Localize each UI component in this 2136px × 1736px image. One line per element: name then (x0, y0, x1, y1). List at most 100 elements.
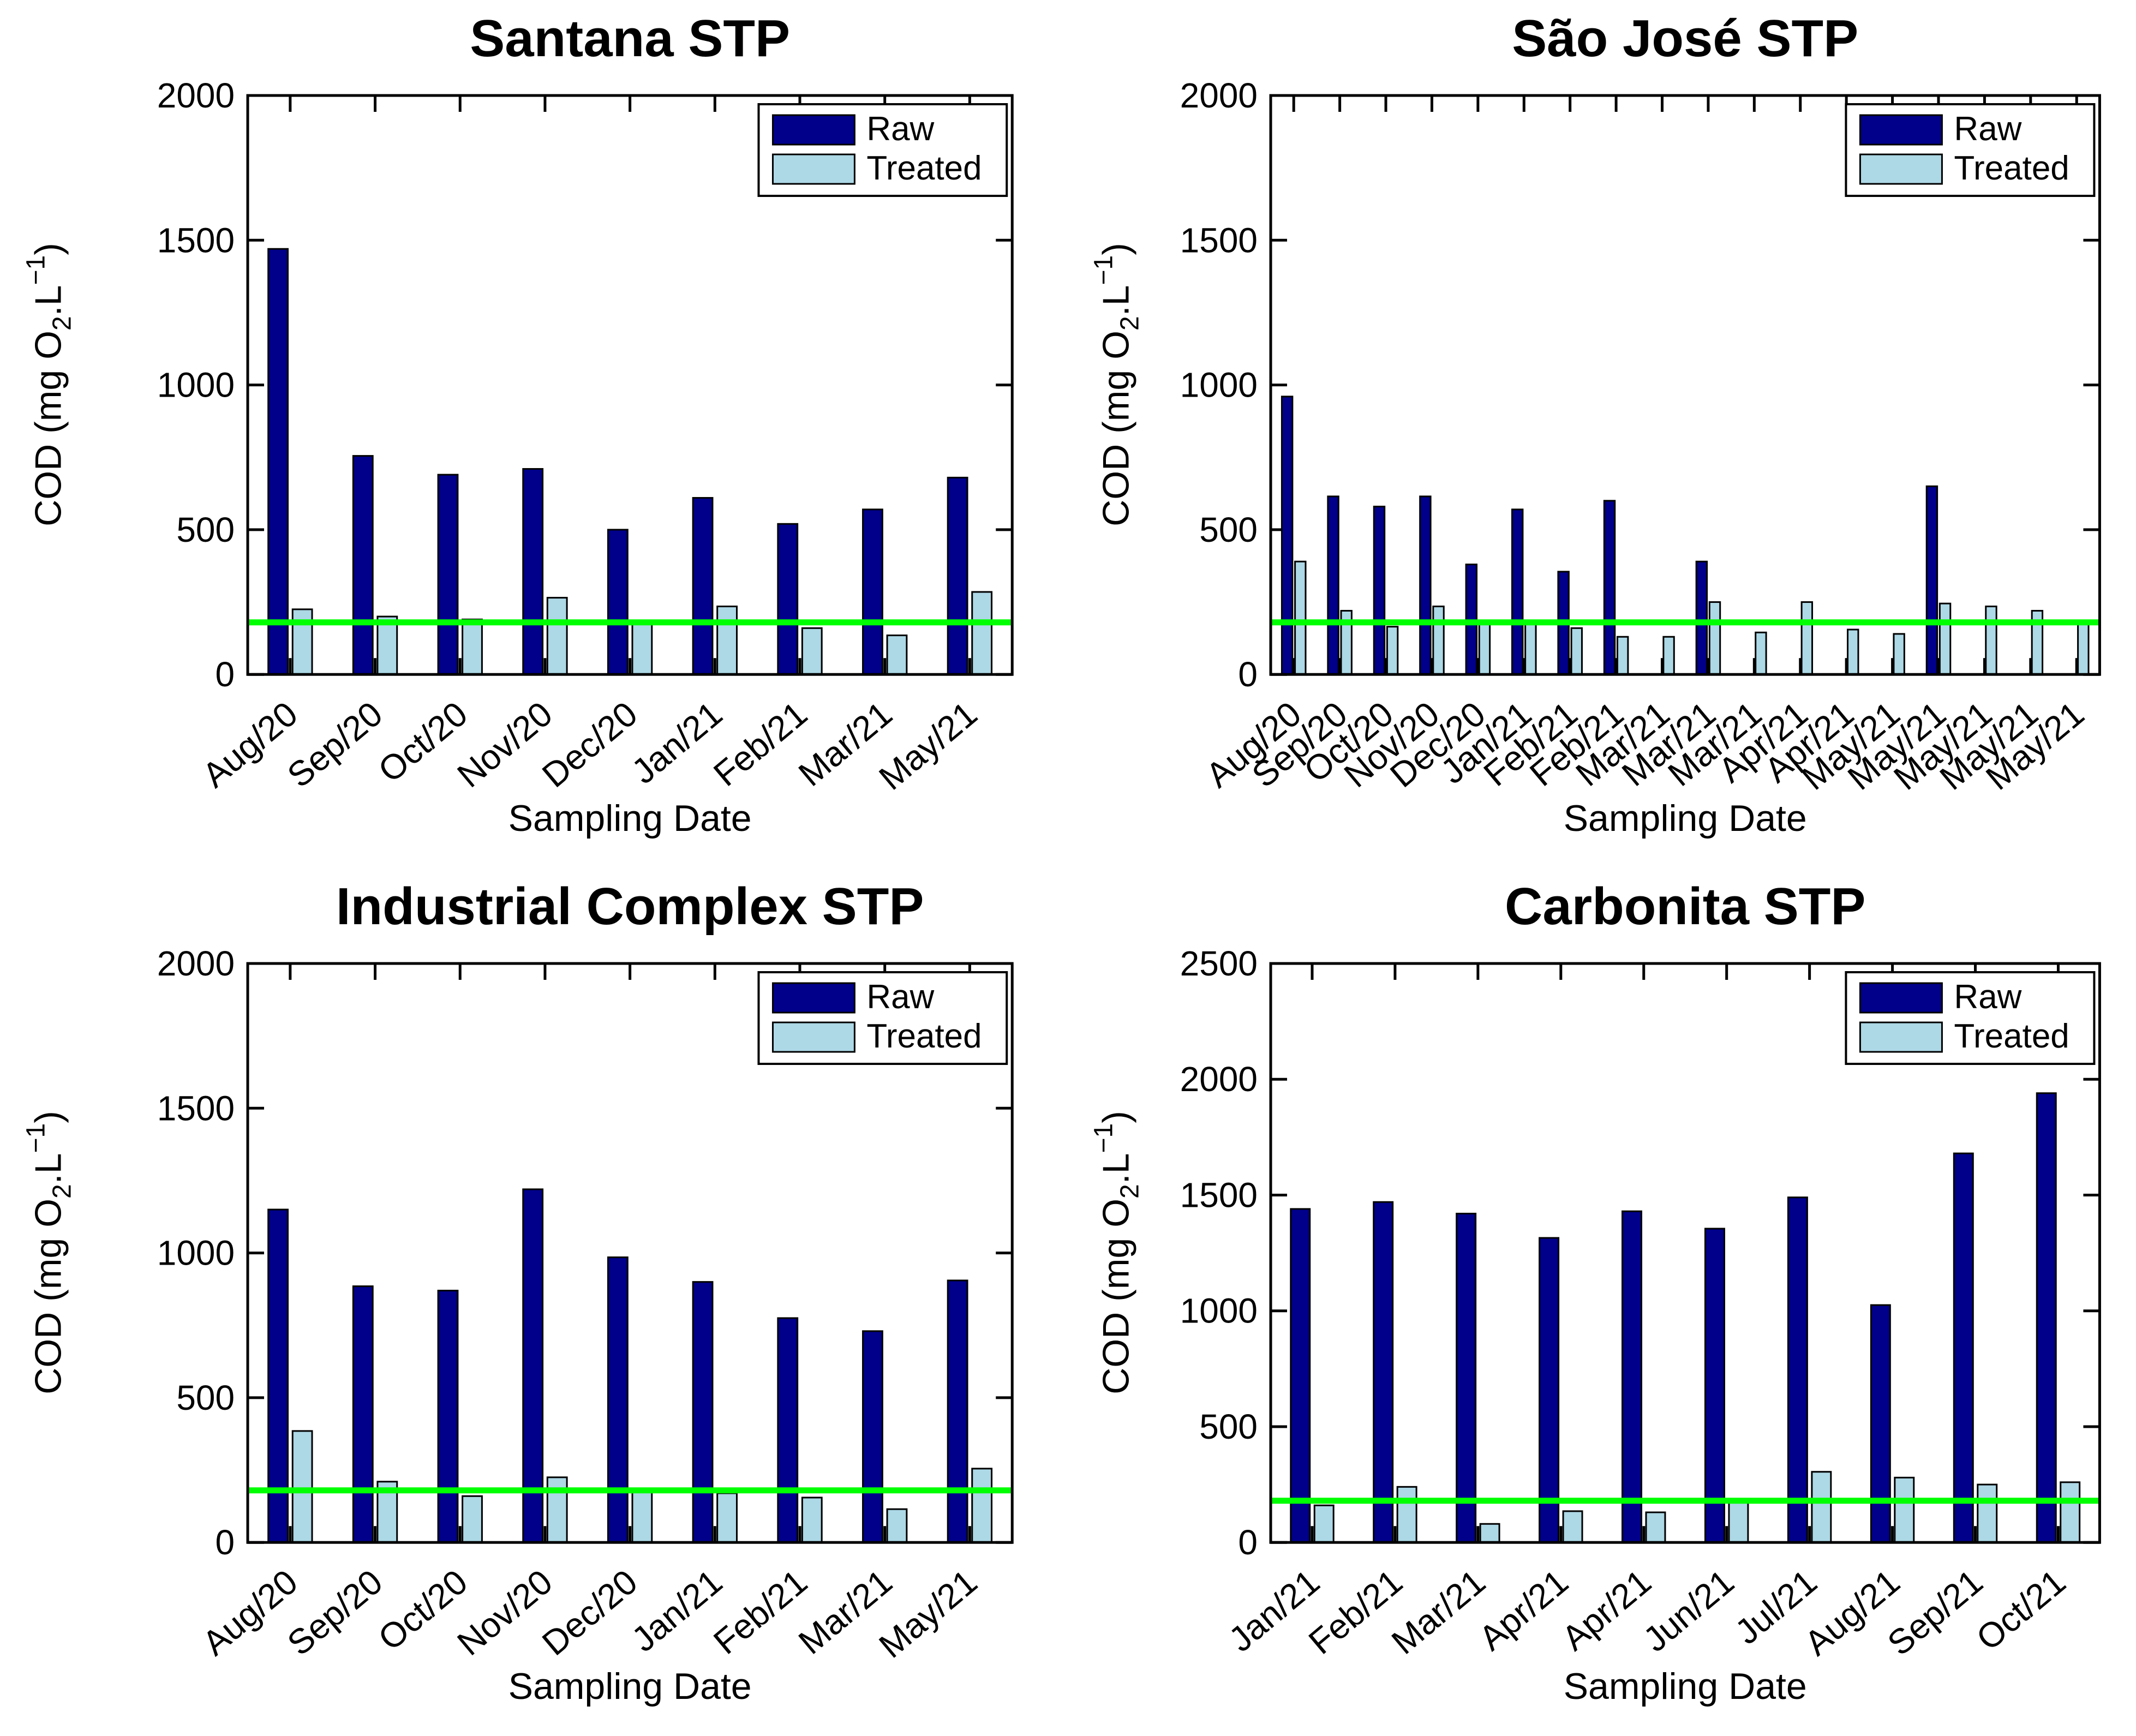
bar-treated (291, 608, 313, 675)
legend-label-treated: Treated (866, 1017, 982, 1055)
bar-treated (2060, 1481, 2081, 1543)
bar-raw (1373, 505, 1386, 675)
bar-treated (1894, 1476, 1915, 1543)
bar-raw (1281, 396, 1294, 675)
bar-treated (971, 591, 993, 675)
bar-treated (631, 1490, 653, 1543)
y-tick-label: 0 (1238, 1523, 1258, 1562)
bar-treated (716, 606, 738, 675)
chart-title: São José STP (1512, 9, 1859, 68)
legend-swatch-raw (1859, 982, 1943, 1014)
ylabel-text: COD (mg O (1095, 330, 1137, 526)
y-tick-label: 1500 (1180, 1175, 1258, 1214)
bar-treated (546, 1476, 568, 1543)
y-tick-label: 1000 (1180, 366, 1258, 405)
bar-raw (777, 1317, 799, 1543)
bar-treated (291, 1430, 313, 1543)
bar-treated (1570, 627, 1583, 675)
bar-treated (1478, 620, 1491, 675)
legend-swatch-raw (1859, 114, 1943, 146)
y-tick-label: 2500 (1180, 944, 1258, 983)
bar-raw (1419, 495, 1432, 675)
panel-santana-stp: 0 500 1000 1500 2000 Aug/20 Sep/20 Oct/20 Nov/20… (0, 0, 1068, 868)
bar-treated (1432, 606, 1445, 675)
legend-label-treated: Treated (866, 149, 982, 187)
bar-raw (1787, 1196, 1808, 1543)
ylabel-text: COD (mg O (27, 1198, 69, 1394)
bar-raw (862, 508, 883, 675)
bar-raw (437, 1290, 459, 1543)
bar-raw (692, 1281, 714, 1543)
x-tick-label: Aug/20 (195, 694, 305, 795)
x-tick-label: Sep/20 (280, 694, 390, 795)
bar-treated (1893, 633, 1905, 675)
x-tick-label: Feb/21 (706, 694, 815, 794)
x-tick-label: Jan/21 (1222, 1562, 1327, 1660)
bar-treated (1524, 621, 1537, 675)
axis-box (246, 94, 1014, 676)
y-tick-label: 2000 (1180, 76, 1258, 115)
ylabel-superscript: −1 (21, 1123, 51, 1153)
ylabel-unit: .L (27, 1153, 69, 1184)
carbonita-chart: 05001000150020002500Jan/21Feb/21Mar/21Ap… (1180, 944, 2101, 1663)
legend-swatch-treated (771, 1021, 855, 1053)
x-tick-label: May/21 (871, 1562, 984, 1666)
ylabel-close: ) (27, 1110, 69, 1123)
ylabel-close: ) (1095, 242, 1137, 255)
bar-raw (1622, 1210, 1642, 1543)
bar-raw (862, 1330, 883, 1543)
bar-raw (1456, 1212, 1477, 1543)
santana-chart: 0500100015002000Aug/20Sep/20Oct/20Nov/20… (157, 76, 1014, 798)
y-tick-label: 500 (176, 510, 235, 549)
bar-treated (462, 1495, 483, 1543)
y-tick-label: 2000 (157, 76, 235, 115)
bar-treated (1847, 628, 1859, 675)
axis-box (1269, 962, 2101, 1544)
ylabel-text: COD (mg O (27, 330, 69, 526)
legend-label-raw: Raw (866, 978, 934, 1016)
bar-treated (1811, 1471, 1832, 1543)
ylabel-subscript: 2 (47, 1184, 77, 1199)
bar-treated (971, 1468, 993, 1543)
y-axis-label: COD (mg O2.L−1) (1089, 1111, 1145, 1394)
ylabel-close: ) (27, 242, 69, 255)
y-axis-label: COD (mg O2.L−1) (21, 1111, 77, 1394)
x-axis-label: Sampling Date (508, 797, 752, 839)
y-tick-label: 0 (215, 1523, 235, 1562)
legend-swatch-raw (771, 982, 855, 1014)
legend-label-treated: Treated (1954, 1017, 2069, 1055)
ylabel-subscript: 2 (1115, 316, 1145, 331)
x-tick-label: Dec/20 (535, 694, 644, 795)
y-tick-label: 500 (176, 1378, 235, 1417)
y-tick-label: 1500 (1180, 220, 1258, 260)
bar-treated (1662, 636, 1675, 675)
panel-industrial-complex-stp: 0 500 1000 1500 2000 Aug/20 Sep/20 Oct/20 Nov/20… (0, 868, 1068, 1736)
ylabel-close: ) (1095, 1110, 1137, 1123)
bar-raw (1290, 1208, 1311, 1543)
bar-raw (267, 1208, 289, 1543)
x-tick-label: Sep/21 (1880, 1562, 1990, 1663)
bar-treated (1386, 626, 1399, 675)
y-tick-label: 1500 (157, 1088, 235, 1128)
chart-title: Carbonita STP (1505, 877, 1866, 936)
bar-treated (631, 621, 653, 675)
legend-label-raw: Raw (1954, 110, 2021, 148)
chart-title: Santana STP (470, 9, 791, 68)
x-tick-label: Mar/21 (1384, 1562, 1493, 1662)
y-tick-label: 1500 (157, 220, 235, 260)
legend-swatch-raw (771, 114, 855, 146)
bar-raw (1870, 1304, 1891, 1543)
bar-raw (1373, 1201, 1394, 1543)
y-tick-label: 2000 (157, 944, 235, 983)
bar-raw (1603, 500, 1616, 675)
x-tick-label: Aug/20 (195, 1562, 305, 1663)
ylabel-superscript: −1 (1089, 255, 1118, 285)
ylabel-superscript: −1 (21, 255, 51, 285)
bar-raw (352, 455, 374, 675)
x-axis-label: Sampling Date (1563, 797, 1807, 839)
x-axis-label: Sampling Date (508, 1665, 752, 1707)
x-tick-label: Oct/21 (1969, 1562, 2073, 1658)
bar-treated (801, 627, 823, 675)
bar-raw (1539, 1237, 1560, 1543)
bar-treated (1800, 601, 1814, 675)
